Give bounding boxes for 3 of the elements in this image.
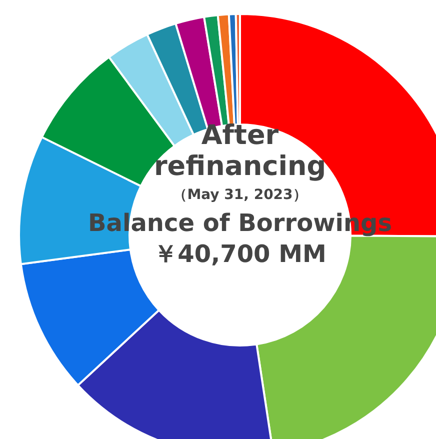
- text: After refinancing: [152, 120, 328, 182]
- text: ￥40,700 MM: [152, 239, 328, 270]
- text: （May 31, 2023）: [172, 186, 308, 205]
